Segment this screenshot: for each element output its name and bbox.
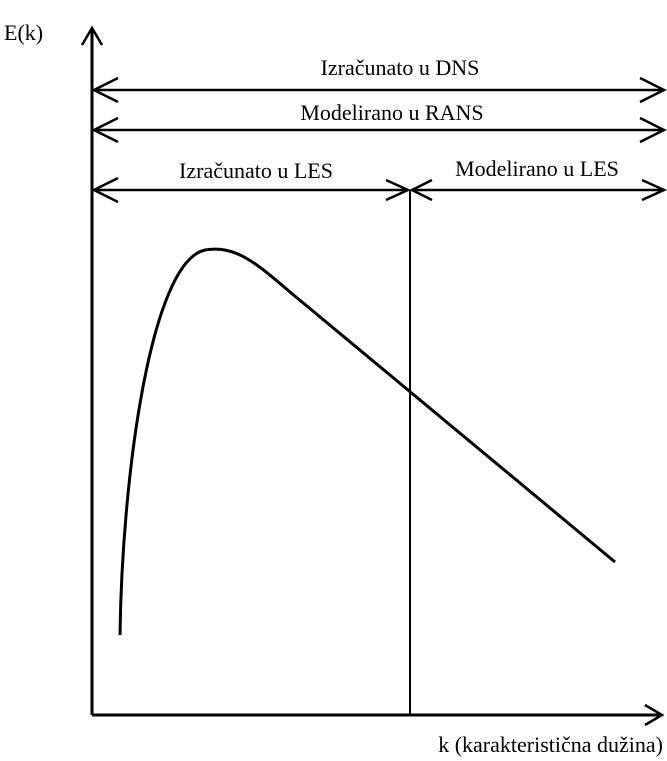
y-axis-label: E(k) <box>4 20 43 45</box>
range-label: Izračunato u DNS <box>321 55 480 80</box>
arrowhead <box>409 178 433 202</box>
arrowhead <box>91 176 119 204</box>
range-label: Izračunato u LES <box>179 158 333 183</box>
arrowhead <box>639 76 667 104</box>
arrowhead <box>385 178 412 202</box>
range-label: Modelirano u LES <box>455 156 619 181</box>
x-axis-label: k (karakteristična dužina) <box>438 732 663 757</box>
arrowhead <box>91 116 119 144</box>
y-axis-arrowhead <box>80 25 104 46</box>
range-label: Modelirano u RANS <box>300 100 483 125</box>
arrowhead <box>91 76 119 104</box>
x-axis-arrowhead <box>644 703 665 727</box>
arrowhead <box>639 116 667 144</box>
arrowhead <box>641 178 667 202</box>
energy-spectrum-curve <box>118 247 616 636</box>
